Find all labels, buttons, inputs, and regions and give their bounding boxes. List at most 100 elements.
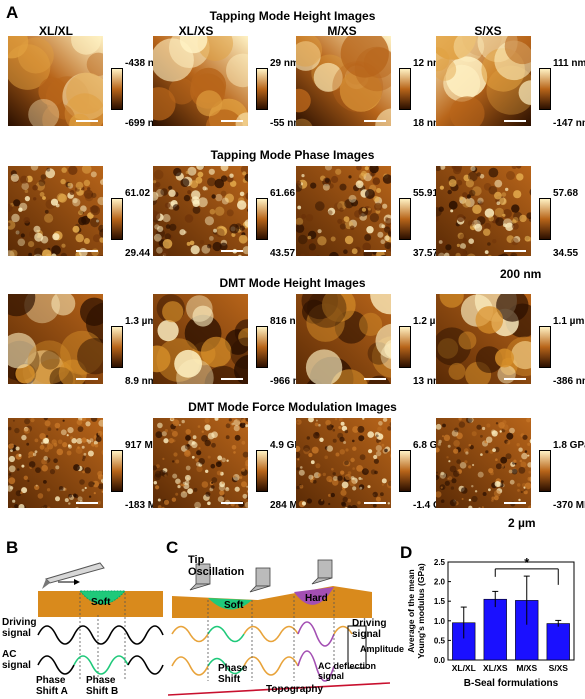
c-hard-label: Hard (305, 593, 328, 604)
b-phase-a-label: Phase Shift A (36, 675, 68, 697)
color-scale-bar (256, 68, 268, 110)
hard-region-c (294, 587, 334, 605)
color-scale-bar (539, 68, 551, 110)
scale-max-label: 55.91 (413, 188, 439, 199)
y-tick-label: 1.5 (434, 597, 446, 606)
y-tick-label: 2.5 (434, 558, 446, 567)
bar-s-xs (546, 623, 570, 661)
afm-image-r4-c2 (153, 418, 248, 508)
panel-letter-d: D (400, 543, 413, 562)
afm-image-r3-c3 (296, 294, 391, 384)
scale-min-label: -699 nm (125, 118, 163, 129)
c-topography-label: Topography (266, 684, 324, 695)
scale-max-label: 1.1 µm (553, 316, 585, 327)
afm-image-r1-c4 (436, 36, 531, 126)
ac-signal-soft-wave (73, 655, 129, 675)
panel-c-schematic (168, 559, 390, 696)
scale-min-label: -386 nm (553, 376, 585, 387)
scale-bar (76, 120, 98, 122)
y-tick-label: 1.0 (434, 617, 446, 626)
row-title-4: DMT Mode Force Modulation Images (188, 400, 397, 414)
topography-line (168, 682, 390, 696)
color-scale-bar (399, 326, 411, 368)
scale-min-label: 18 nm (413, 118, 442, 129)
scale-min-label: -370 MPa (553, 500, 585, 511)
scale-bar (221, 250, 243, 252)
scale-max-label: 1.8 GPa (553, 440, 585, 451)
scale-min-label: -183 MPa (125, 500, 169, 511)
scale-min-label: -966 nm (270, 376, 308, 387)
x-tick-label: XL/XL (452, 663, 476, 673)
error-bar (460, 606, 467, 639)
afm-image-r2-c1 (8, 166, 103, 256)
scale-min-label: 284 MPa (270, 500, 311, 511)
panel-b-schematic (37, 562, 164, 680)
color-scale-bar (399, 68, 411, 110)
column-title-1: XL/XL (38, 24, 73, 38)
scale-min-label: -55 nm (270, 118, 303, 129)
scale-bar (221, 378, 243, 380)
error-bar (555, 619, 562, 627)
column-title-3: M/XS (327, 24, 357, 38)
soft-region-c (208, 598, 252, 610)
scale-bar (364, 502, 386, 504)
color-scale-bar (539, 450, 551, 492)
ac-deflection-wave (171, 656, 209, 676)
x-tick-label: XL/XS (483, 663, 508, 673)
error-bar (492, 590, 499, 608)
scale-bar (504, 250, 526, 252)
error-bar (523, 575, 530, 625)
c-amplitude-label: Amplitude (360, 644, 404, 654)
scale-bar-label-um: 2 µm (508, 516, 536, 530)
color-scale-bar (111, 450, 123, 492)
row-title-3: DMT Mode Height Images (219, 276, 366, 290)
scale-bar (221, 120, 243, 122)
scale-max-label: 29 nm (270, 58, 299, 69)
afm-image-r2-c2 (153, 166, 248, 256)
scale-bar (504, 378, 526, 380)
column-title-2: XL/XS (178, 24, 214, 38)
scale-bar (504, 120, 526, 122)
color-scale-bar (111, 68, 123, 110)
scale-bar (76, 378, 98, 380)
scale-max-label: 111 nm (553, 58, 585, 69)
scale-min-label: -147 nm (553, 118, 585, 129)
driving-signal-wave (37, 625, 164, 645)
color-scale-bar (399, 198, 411, 240)
scale-max-label: 1.3 µm (125, 316, 157, 327)
scale-min-label: 43.57 (270, 248, 296, 259)
scale-max-label: 1.2 µm (413, 316, 445, 327)
row-title-1: Tapping Mode Height Images (209, 9, 376, 23)
row-title-2: Tapping Mode Phase Images (210, 148, 375, 162)
scale-bar (364, 120, 386, 122)
scale-max-label: 61.66 (270, 188, 296, 199)
afm-image-r4-c1 (8, 418, 103, 508)
scale-bar-label-nm: 200 nm (500, 267, 542, 281)
panel-letter-a: A (6, 3, 19, 22)
bar-xl-xs (483, 598, 507, 661)
x-tick-label: S/XS (549, 663, 569, 673)
scale-min-label: 34.55 (553, 248, 579, 259)
scale-max-label: 12 nm (413, 58, 442, 69)
afm-image-r4-c3 (296, 418, 391, 508)
afm-image-r1-c2 (153, 36, 248, 126)
afm-image-r1-c3 (296, 36, 391, 126)
color-scale-bar (399, 450, 411, 492)
y-tick-label: 2.0 (434, 578, 446, 587)
scale-bar (364, 378, 386, 380)
color-scale-bar (256, 450, 268, 492)
scale-max-label: -438 nm (125, 58, 163, 69)
afm-image-r3-c2 (153, 294, 248, 384)
scale-max-label: 917 MPa (125, 440, 166, 451)
panel-letter-c: C (166, 538, 179, 557)
afm-image-r3-c4 (436, 294, 531, 384)
scale-min-label: 29.44 (125, 248, 151, 259)
scale-min-label: 8.9 nm (125, 376, 157, 387)
sample-substrate-c (172, 586, 372, 618)
significance-bracket (494, 568, 559, 585)
scale-max-label: 6.8 GPa (413, 440, 450, 451)
x-tick-label: M/XS (516, 663, 537, 673)
significance-star: * (524, 555, 530, 570)
scale-bar (504, 502, 526, 504)
